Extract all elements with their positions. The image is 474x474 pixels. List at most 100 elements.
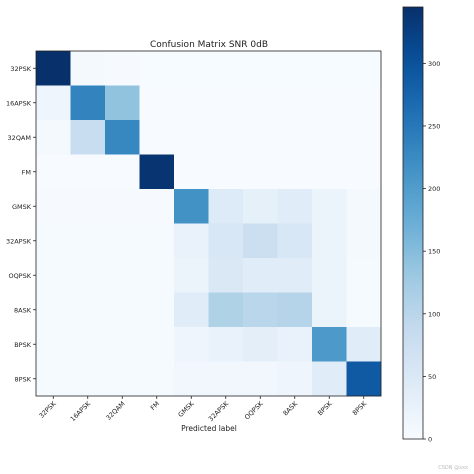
heatmap-cell <box>277 51 313 86</box>
heatmap-cell <box>243 327 278 362</box>
heatmap-cell <box>346 223 382 259</box>
heatmap-cell <box>139 120 175 155</box>
heatmap-cell <box>243 361 278 397</box>
heatmap-cell <box>243 292 278 328</box>
heatmap-cell <box>312 292 347 328</box>
heatmap-cell <box>277 361 313 397</box>
x-tick-label: 32APSK <box>207 399 231 423</box>
watermark-text: CSDN @xxx <box>438 465 468 471</box>
heatmap-cell <box>70 120 106 155</box>
heatmap-cell <box>208 361 244 397</box>
heatmap-cell <box>208 154 244 190</box>
heatmap-cell <box>174 258 209 293</box>
x-tick-label: FM <box>149 400 161 412</box>
y-tick-label: BPSK <box>14 341 32 349</box>
colorbar-ticks: 0 50 100 150 200 250 300 <box>423 60 440 444</box>
heatmap-cells <box>36 51 382 397</box>
heatmap-cell <box>208 223 244 259</box>
colorbar <box>402 6 424 440</box>
heatmap-cell <box>346 154 382 190</box>
heatmap-cell <box>105 85 140 121</box>
heatmap-cell <box>277 292 313 328</box>
heatmap-cell <box>312 327 347 362</box>
heatmap-cell <box>346 258 382 293</box>
heatmap-cell <box>174 327 209 362</box>
heatmap-cell <box>346 327 382 362</box>
y-tick-label: 8PSK <box>15 375 32 383</box>
heatmap-cell <box>70 223 106 259</box>
heatmap-cell <box>277 223 313 259</box>
heatmap-cell <box>70 292 106 328</box>
heatmap-cell <box>312 258 347 293</box>
heatmap-cell <box>346 292 382 328</box>
plot-frame <box>35 50 382 397</box>
heatmap-cell <box>243 189 278 224</box>
x-tick-label: OQPSK <box>243 399 265 421</box>
x-tick-label: 16APSK <box>69 399 93 423</box>
heatmap-cell <box>174 361 209 397</box>
colorbar-tick-label: 150 <box>428 248 440 256</box>
heatmap-cell <box>346 120 382 155</box>
heatmap-cell <box>70 189 106 224</box>
heatmap-cell <box>208 120 244 155</box>
heatmap-cell <box>312 85 347 121</box>
y-tick-label: OQPSK <box>8 272 31 280</box>
heatmap-cell <box>174 292 209 328</box>
heatmap-cell <box>243 51 278 86</box>
heatmap-cell <box>105 189 140 224</box>
heatmap-cell <box>174 189 209 224</box>
x-tick-label: 8ASK <box>281 399 299 417</box>
y-tick-label: 16APSK <box>6 99 32 107</box>
x-tick-label: GMSK <box>177 399 197 419</box>
heatmap-cell <box>36 258 71 293</box>
heatmap-cell <box>174 120 209 155</box>
heatmap-cell <box>70 85 106 121</box>
heatmap-cell <box>70 51 106 86</box>
y-tick-label: 32PSK <box>10 65 31 73</box>
heatmap-cell <box>277 85 313 121</box>
x-axis: 32PSK 16APSK 32QAM FM GMSK 32APSK OQPSK 8ASK BPS… <box>37 396 369 423</box>
heatmap-cell <box>36 223 71 259</box>
heatmap-cell <box>174 223 209 259</box>
y-axis: 32PSK 16APSK 32QAM FM GMSK 32APSK OQPSK 8ASK BPS… <box>6 65 36 383</box>
heatmap-cell <box>36 189 71 224</box>
colorbar-tick-label: 0 <box>428 436 432 444</box>
heatmap-cell <box>139 327 175 362</box>
heatmap-cell <box>70 154 106 190</box>
heatmap-cell <box>208 258 244 293</box>
heatmap-cell <box>208 85 244 121</box>
chart-title: Confusion Matrix SNR 0dB <box>150 40 268 50</box>
heatmap-cell <box>36 327 71 362</box>
heatmap-cell <box>36 361 71 397</box>
y-tick-label: FM <box>22 168 31 176</box>
heatmap-cell <box>312 361 347 397</box>
colorbar-tick-label: 50 <box>428 373 436 381</box>
heatmap-cell <box>174 85 209 121</box>
heatmap-cell <box>277 327 313 362</box>
heatmap-cell <box>139 51 175 86</box>
heatmap-cell <box>139 292 175 328</box>
heatmap-cell <box>346 85 382 121</box>
heatmap-cell <box>312 51 347 86</box>
heatmap-cell <box>312 154 347 190</box>
heatmap-cell <box>70 258 106 293</box>
heatmap-cell <box>105 327 140 362</box>
heatmap-cell <box>346 361 382 397</box>
colorbar-tick-label: 200 <box>428 185 440 193</box>
colorbar-tick-label: 300 <box>428 60 440 68</box>
heatmap-cell <box>277 258 313 293</box>
heatmap-cell <box>105 361 140 397</box>
heatmap-cell <box>277 189 313 224</box>
heatmap-cell <box>277 120 313 155</box>
heatmap-cell <box>208 327 244 362</box>
heatmap-cell <box>208 189 244 224</box>
heatmap-cell <box>105 51 140 86</box>
heatmap-cell <box>139 361 175 397</box>
heatmap-cell <box>174 154 209 190</box>
heatmap-cell <box>346 189 382 224</box>
heatmap-cell <box>243 85 278 121</box>
heatmap-cell <box>208 292 244 328</box>
heatmap-cell <box>139 154 175 190</box>
heatmap-cell <box>312 189 347 224</box>
